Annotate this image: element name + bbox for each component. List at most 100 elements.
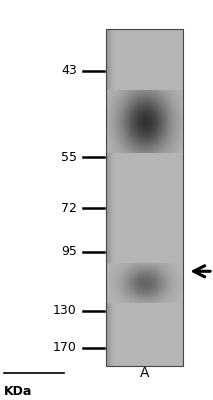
Bar (112, 128, 114, 129)
Bar (115, 146, 116, 147)
Bar (172, 125, 174, 126)
Bar (111, 139, 112, 140)
Bar (121, 116, 122, 117)
Bar (172, 93, 174, 94)
Bar (154, 126, 156, 127)
Bar (176, 114, 177, 115)
Bar (148, 141, 149, 142)
Bar (114, 120, 115, 121)
Bar (107, 125, 109, 126)
Bar (111, 127, 112, 128)
Bar (106, 102, 183, 104)
Bar (144, 133, 145, 134)
Bar (129, 107, 130, 108)
Bar (106, 130, 183, 132)
Bar (182, 115, 184, 116)
Bar (180, 94, 181, 95)
Bar (148, 115, 149, 116)
Bar (151, 148, 152, 149)
Bar (177, 108, 178, 109)
Bar (147, 90, 148, 91)
Bar (143, 106, 144, 107)
Bar (167, 138, 168, 139)
Bar (171, 126, 172, 127)
Bar (121, 112, 122, 113)
Bar (181, 94, 182, 95)
Bar (112, 127, 114, 128)
Bar (171, 103, 172, 104)
Bar (106, 30, 183, 31)
Bar (157, 92, 158, 93)
Bar (168, 129, 170, 130)
Bar (181, 127, 182, 128)
Bar (165, 105, 166, 106)
Bar (174, 96, 175, 97)
Bar (125, 149, 126, 150)
Bar (128, 100, 129, 101)
Bar (106, 73, 183, 74)
Bar (167, 131, 168, 132)
Bar (125, 131, 126, 132)
Bar (165, 93, 166, 94)
Bar (167, 108, 168, 109)
Bar (172, 143, 174, 144)
Bar (115, 138, 116, 139)
Bar (160, 150, 161, 151)
Bar (138, 111, 139, 112)
Bar (148, 142, 149, 143)
Bar (129, 117, 130, 118)
Bar (135, 102, 137, 103)
Bar (114, 152, 115, 153)
Bar (114, 118, 115, 119)
Bar (107, 91, 109, 92)
Bar (115, 100, 116, 101)
Bar (138, 136, 139, 137)
Bar (106, 177, 183, 178)
Bar (142, 147, 143, 148)
Bar (172, 147, 174, 148)
Bar (111, 98, 112, 99)
Bar (106, 33, 183, 34)
Bar (106, 339, 183, 340)
Bar (154, 145, 156, 146)
Bar (154, 122, 156, 123)
Bar (152, 113, 153, 114)
Bar (139, 106, 140, 107)
Bar (106, 140, 183, 142)
Bar (153, 115, 154, 116)
Bar (177, 100, 178, 101)
Bar (174, 122, 175, 123)
Bar (182, 139, 184, 140)
Bar (151, 91, 152, 92)
Bar (157, 113, 158, 114)
Bar (110, 114, 111, 115)
Bar (182, 134, 184, 135)
Bar (153, 91, 154, 92)
Bar (135, 143, 137, 144)
Bar (163, 124, 165, 125)
Bar (142, 130, 143, 131)
Bar (112, 30, 113, 366)
Bar (176, 103, 177, 104)
Bar (119, 118, 120, 119)
Bar (163, 130, 165, 131)
Bar (171, 117, 172, 118)
Bar (168, 112, 170, 113)
Bar (151, 93, 152, 94)
Bar (156, 90, 157, 91)
Bar (151, 152, 152, 153)
Bar (133, 118, 134, 119)
Bar (174, 133, 175, 134)
Bar (170, 99, 171, 100)
Bar (117, 137, 119, 138)
Bar (115, 151, 116, 152)
Bar (129, 115, 130, 116)
Bar (119, 119, 120, 120)
Bar (162, 124, 163, 125)
Bar (140, 98, 142, 99)
Bar (107, 152, 109, 153)
Bar (177, 102, 178, 103)
Bar (167, 105, 168, 106)
Bar (178, 106, 180, 107)
Bar (128, 122, 129, 123)
